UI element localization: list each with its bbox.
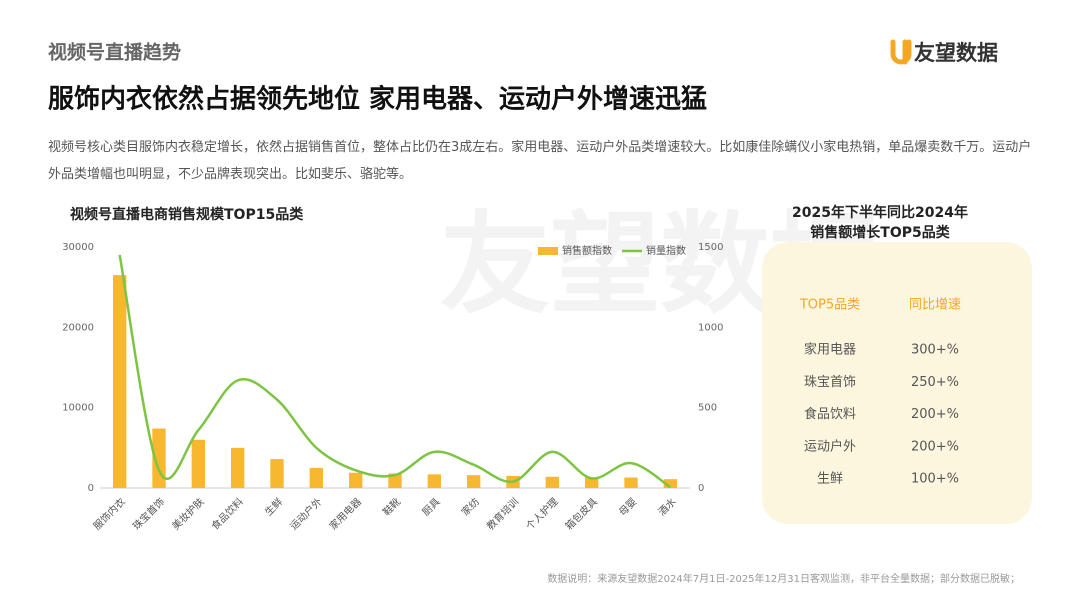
- bar: [663, 479, 678, 488]
- legend-label: 销售额指数: [562, 244, 612, 257]
- brand-logo: [890, 39, 912, 65]
- slide-title: 服饰内衣依然占据领先地位 家用电器、运动户外增速迅猛: [48, 84, 707, 115]
- y-tick-label: 10000: [62, 403, 94, 414]
- x-tick-label: 鞋靴: [380, 495, 403, 518]
- bar: [348, 472, 363, 488]
- y2-tick-label: 1500: [698, 242, 723, 253]
- bar: [466, 475, 481, 488]
- table-title: 2025年下半年同比2024年: [792, 204, 968, 221]
- bar: [624, 477, 638, 488]
- x-tick-label: 生鲜: [262, 495, 285, 518]
- line: [118, 254, 672, 489]
- table-cell: 食品饮料: [804, 406, 856, 422]
- x-tick-label: 教育培训: [484, 495, 521, 532]
- chart-title: 视频号直播电商销售规模TOP15品类: [70, 206, 304, 223]
- table-header: 同比增速: [909, 298, 961, 313]
- footnote: 数据说明：来源友望数据2024年7月1日-2025年12月31日客观监测，非平台…: [547, 572, 1020, 585]
- table-cell: 100+%: [911, 472, 959, 487]
- x-tick-label: 美妆护肤: [169, 495, 206, 532]
- table-card: [762, 242, 1032, 524]
- bar: [112, 275, 127, 488]
- table-cell: 250+%: [911, 375, 959, 390]
- table-header: TOP5品类: [799, 298, 860, 313]
- bar: [427, 474, 442, 488]
- y2-tick-label: 500: [698, 403, 717, 414]
- table-cell: 200+%: [911, 439, 959, 454]
- y-tick-label: 30000: [62, 242, 94, 253]
- x-tick-label: 酒水: [656, 496, 679, 519]
- y-tick-label: 0: [88, 483, 94, 494]
- bar: [270, 459, 284, 488]
- x-tick-label: 运动户外: [287, 495, 324, 532]
- section-label: 视频号直播趋势: [48, 41, 181, 64]
- x-tick-label: 家用电器: [326, 495, 363, 532]
- brand-name: 友望数据: [914, 41, 998, 65]
- bar: [584, 477, 599, 488]
- bar: [545, 476, 560, 488]
- x-tick-label: 箱包皮具: [562, 495, 599, 532]
- table-cell: 珠宝首饰: [804, 375, 856, 390]
- table-title: 销售额增长TOP5品类: [810, 224, 950, 241]
- x-tick-label: 家纺: [459, 495, 482, 518]
- table-cell: 家用电器: [804, 342, 856, 358]
- y2-tick-label: 0: [698, 483, 704, 494]
- legend-label: 销量指数: [646, 244, 686, 257]
- bar: [388, 473, 402, 488]
- table-cell: 200+%: [911, 407, 959, 422]
- legend-swatch: [538, 247, 558, 255]
- x-tick-label: 厨具: [420, 496, 443, 519]
- description: 视频号核心类目服饰内衣稳定增长，依然占据销售首位，整体占比仍在3成左右。家用电器…: [48, 140, 1032, 182]
- x-tick-label: 母婴: [617, 496, 640, 519]
- table-cell: 运动户外: [804, 438, 856, 454]
- x-tick-label: 服饰内衣: [90, 495, 127, 532]
- y-tick-label: 20000: [62, 322, 94, 333]
- table-cell: 300+%: [911, 343, 959, 358]
- bar: [191, 439, 206, 488]
- table-cell: 生鲜: [817, 472, 843, 487]
- bar: [152, 428, 166, 488]
- bar: [309, 467, 324, 488]
- x-tick-label: 珠宝首饰: [130, 495, 167, 532]
- x-tick-label: 食品饮料: [208, 495, 245, 532]
- bar: [230, 447, 245, 488]
- y2-tick-label: 1000: [698, 322, 723, 333]
- x-tick-label: 个人护理: [523, 495, 560, 532]
